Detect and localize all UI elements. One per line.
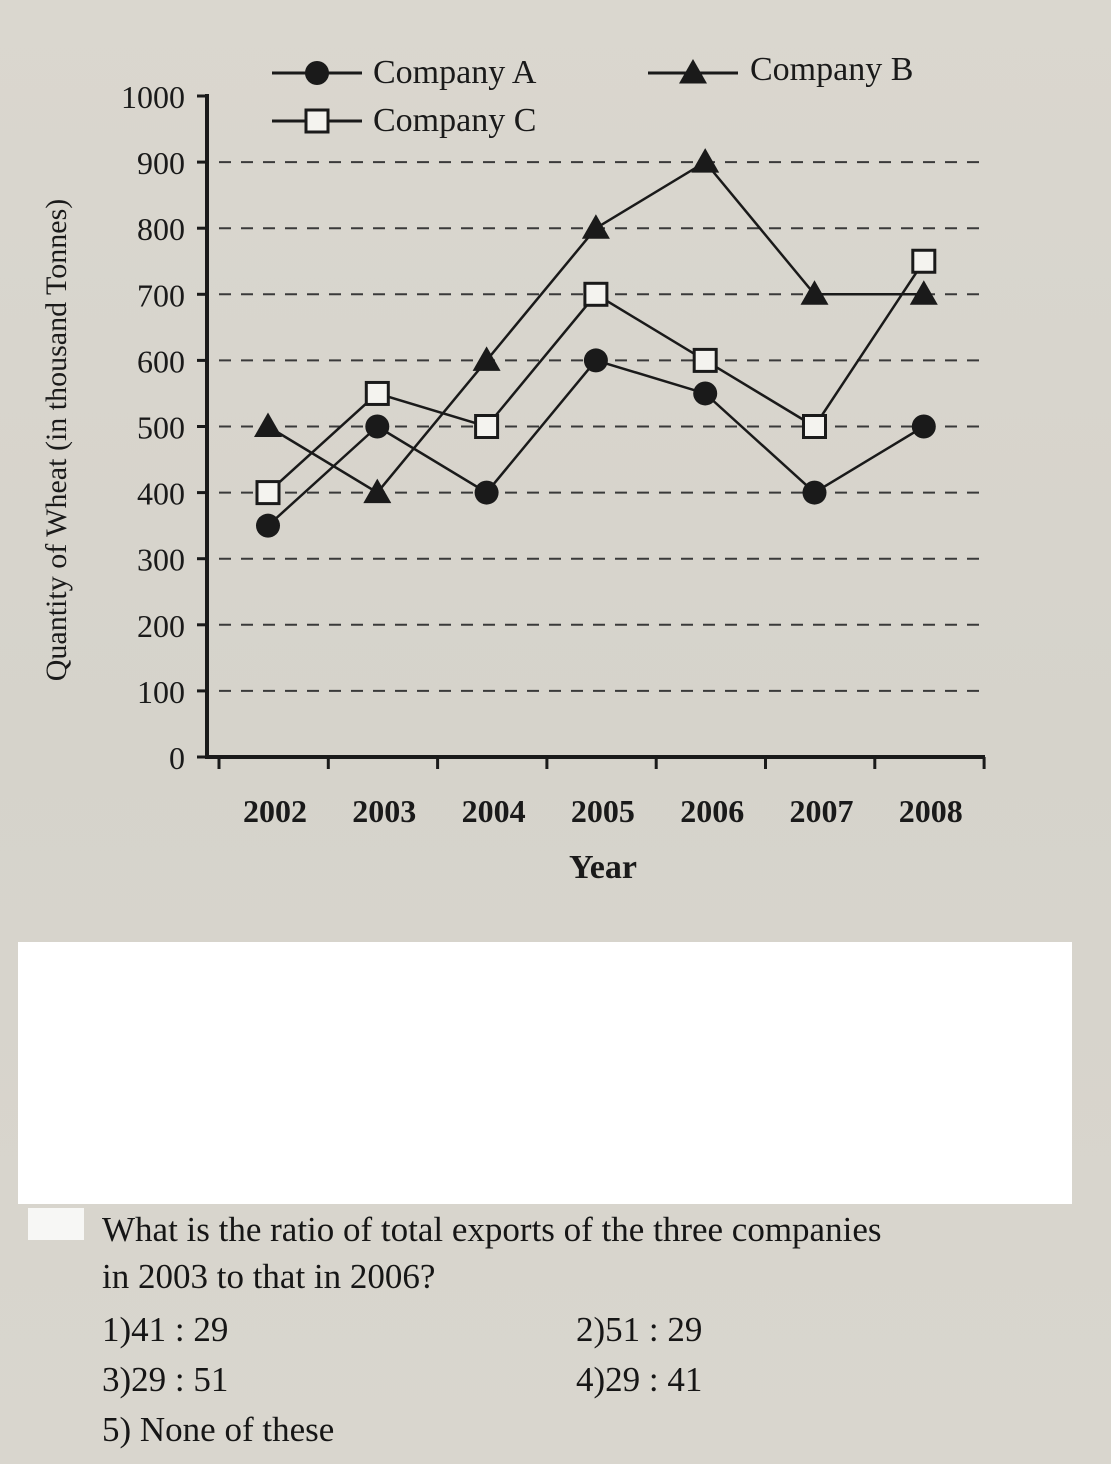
y-tick-label-700: 700 [137, 277, 185, 313]
company-c-point-2005 [583, 281, 609, 307]
y-tick-label-800: 800 [137, 211, 185, 247]
y-tick-label-300: 300 [137, 542, 185, 578]
grid-lines [219, 161, 985, 692]
option-5[interactable]: 5) None of these [102, 1410, 335, 1449]
company-b-point-2003 [363, 478, 392, 504]
y-axis-label: Quantity of Wheat (in thousand Tonnes) [40, 199, 73, 682]
redaction-chip [28, 1208, 84, 1240]
company-a-point-2002 [256, 513, 280, 538]
y-tick-label-100: 100 [137, 674, 185, 710]
x-tick-label-2006: 2006 [680, 793, 744, 829]
company-a-point-2005 [583, 348, 608, 373]
x-tick-label-2008: 2008 [899, 793, 963, 829]
option-2[interactable]: 2)51 : 29 [576, 1310, 703, 1349]
y-tick-label-200: 200 [137, 608, 185, 644]
axes [197, 94, 986, 769]
y-tick-label-500: 500 [137, 410, 185, 446]
legend-marker-company-c [304, 108, 330, 134]
option-4[interactable]: 4)29 : 41 [576, 1360, 703, 1399]
x-tick-label-2005: 2005 [571, 793, 635, 829]
company-b-point-2005 [581, 214, 610, 239]
company-c-point-2002 [255, 480, 281, 506]
legend-marker-company-a [305, 61, 329, 85]
legend: Company A Company B Company C [272, 51, 913, 139]
x-axis-label: Year [569, 849, 637, 886]
company-c-point-2006 [692, 347, 718, 373]
company-b-point-2008 [909, 280, 938, 305]
legend-label-company-a: Company A [373, 54, 537, 91]
company-a-point-2004 [474, 480, 499, 505]
company-b-point-2006 [691, 148, 720, 173]
y-tick-labels: 0 100 200 300 400 500 600 700 800 900 1000 [121, 79, 185, 776]
company-a-point-2003 [365, 414, 390, 439]
question-line-1: What is the ratio of total exports of th… [102, 1210, 882, 1249]
company-c-point-2008 [911, 248, 937, 274]
company-a-point-2006 [693, 381, 718, 406]
company-c-point-2007 [802, 414, 827, 439]
x-tick-label-2002: 2002 [243, 793, 307, 829]
company-c-point-2003 [364, 380, 390, 406]
x-tick-label-2004: 2004 [462, 793, 526, 829]
y-tick-label-400: 400 [137, 476, 185, 512]
x-tick-label-2003: 2003 [352, 793, 416, 829]
legend-marker-company-b [679, 59, 707, 84]
y-tick-label-900: 900 [137, 145, 185, 181]
x-tick-labels: 2002 2003 2004 2005 2006 2007 2008 [243, 793, 963, 829]
option-3[interactable]: 3)29 : 51 [102, 1360, 229, 1399]
y-tick-label-1000: 1000 [121, 79, 185, 115]
legend-label-company-b: Company B [750, 51, 913, 88]
y-tick-label-600: 600 [137, 343, 185, 379]
company-a-point-2008 [911, 414, 936, 439]
series-line-company-b [267, 160, 924, 495]
company-b-point-2002 [254, 412, 282, 437]
question-line-2: in 2003 to that in 2006? [102, 1257, 436, 1296]
option-1[interactable]: 1)41 : 29 [102, 1310, 229, 1349]
series-lines [254, 148, 938, 538]
company-c-point-2004 [474, 414, 500, 439]
company-a-point-2007 [802, 480, 827, 505]
x-tick-label-2007: 2007 [790, 793, 854, 829]
question-text: What is the ratio of total exports of th… [102, 1206, 1082, 1300]
company-b-point-2004 [472, 346, 501, 371]
y-tick-label-0: 0 [169, 740, 185, 776]
legend-label-company-c: Company C [373, 102, 536, 139]
redaction-box [18, 942, 1072, 1204]
company-b-point-2007 [800, 280, 829, 305]
